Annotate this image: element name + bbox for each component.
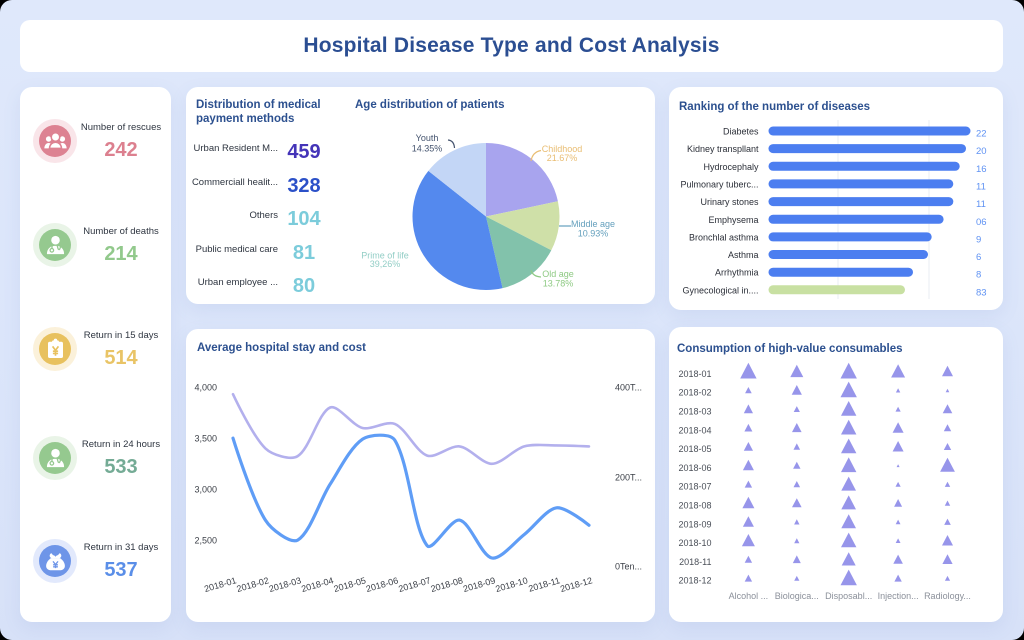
- svg-text:2018-09: 2018-09: [462, 575, 497, 594]
- svg-text:06: 06: [976, 217, 987, 228]
- svg-text:83: 83: [976, 287, 987, 298]
- svg-text:3,500: 3,500: [194, 434, 217, 444]
- svg-text:Kidney transpllant: Kidney transpllant: [687, 144, 759, 154]
- svg-text:4,000: 4,000: [194, 383, 217, 393]
- svg-text:Radiology...: Radiology...: [924, 591, 971, 601]
- svg-text:3,000: 3,000: [194, 485, 217, 495]
- svg-text:2018-08: 2018-08: [678, 501, 711, 511]
- svg-text:20: 20: [976, 146, 987, 157]
- svg-text:200T...: 200T...: [615, 473, 642, 483]
- svg-text:Gynecological in....: Gynecological in....: [682, 285, 758, 295]
- svg-text:2018-09: 2018-09: [678, 519, 711, 529]
- svg-text:2018-12: 2018-12: [559, 575, 594, 594]
- svg-text:Prime of life: Prime of life: [361, 251, 409, 261]
- svg-text:Middle age: Middle age: [571, 219, 615, 229]
- svg-text:2018-02: 2018-02: [678, 388, 711, 398]
- svg-text:0Ten...: 0Ten...: [615, 562, 642, 572]
- svg-text:2018-05: 2018-05: [678, 444, 711, 454]
- svg-text:Injection...: Injection...: [878, 591, 919, 601]
- svg-text:Pulmonary tuberc...: Pulmonary tuberc...: [680, 179, 758, 189]
- svg-text:2018-10: 2018-10: [494, 575, 529, 594]
- svg-text:Asthma: Asthma: [728, 250, 759, 260]
- svg-text:2018-11: 2018-11: [679, 557, 711, 567]
- svg-text:2018-10: 2018-10: [678, 538, 711, 548]
- svg-text:2018-06: 2018-06: [365, 575, 400, 594]
- svg-text:Diabetes: Diabetes: [723, 127, 759, 137]
- svg-text:Childhood: Childhood: [542, 144, 583, 154]
- svg-text:Arrhythmia: Arrhythmia: [715, 268, 759, 278]
- svg-text:Emphysema: Emphysema: [708, 215, 758, 225]
- svg-text:8: 8: [976, 270, 981, 281]
- svg-text:39,26%: 39,26%: [370, 259, 401, 269]
- svg-text:2018-11: 2018-11: [527, 575, 561, 594]
- svg-text:2018-01: 2018-01: [678, 369, 711, 379]
- svg-text:2018-05: 2018-05: [333, 575, 368, 594]
- svg-text:Old age: Old age: [542, 269, 574, 279]
- svg-text:2018-07: 2018-07: [678, 482, 711, 492]
- svg-text:10.93%: 10.93%: [578, 229, 609, 239]
- svg-text:2018-03: 2018-03: [268, 575, 303, 594]
- svg-text:21.67%: 21.67%: [547, 153, 578, 163]
- svg-text:11: 11: [976, 199, 986, 210]
- svg-text:Hydrocephaly: Hydrocephaly: [703, 162, 759, 172]
- svg-text:2018-04: 2018-04: [300, 575, 335, 594]
- svg-text:Alcohol ...: Alcohol ...: [729, 591, 769, 601]
- svg-text:Bronchlal asthma: Bronchlal asthma: [689, 232, 759, 242]
- svg-text:22: 22: [976, 129, 987, 140]
- svg-text:9: 9: [976, 234, 981, 245]
- svg-text:14.35%: 14.35%: [412, 144, 443, 154]
- svg-text:6: 6: [976, 252, 981, 263]
- svg-text:2018-08: 2018-08: [430, 575, 465, 594]
- svg-text:2018-12: 2018-12: [678, 576, 711, 586]
- svg-text:2018-01: 2018-01: [203, 575, 238, 594]
- svg-text:2018-02: 2018-02: [235, 575, 270, 594]
- svg-text:2018-06: 2018-06: [678, 463, 711, 473]
- svg-text:16: 16: [976, 164, 987, 175]
- svg-text:2018-03: 2018-03: [678, 407, 711, 417]
- svg-text:2,500: 2,500: [194, 536, 217, 546]
- svg-text:Disposabl...: Disposabl...: [825, 591, 872, 601]
- svg-text:Biologica...: Biologica...: [775, 591, 819, 601]
- svg-text:11: 11: [976, 181, 986, 192]
- svg-text:Youth: Youth: [416, 133, 439, 143]
- svg-text:13.78%: 13.78%: [543, 279, 574, 289]
- svg-text:2018-07: 2018-07: [397, 575, 432, 594]
- svg-text:2018-04: 2018-04: [678, 425, 711, 435]
- svg-text:Urinary stones: Urinary stones: [700, 197, 759, 207]
- svg-text:400T...: 400T...: [615, 383, 642, 393]
